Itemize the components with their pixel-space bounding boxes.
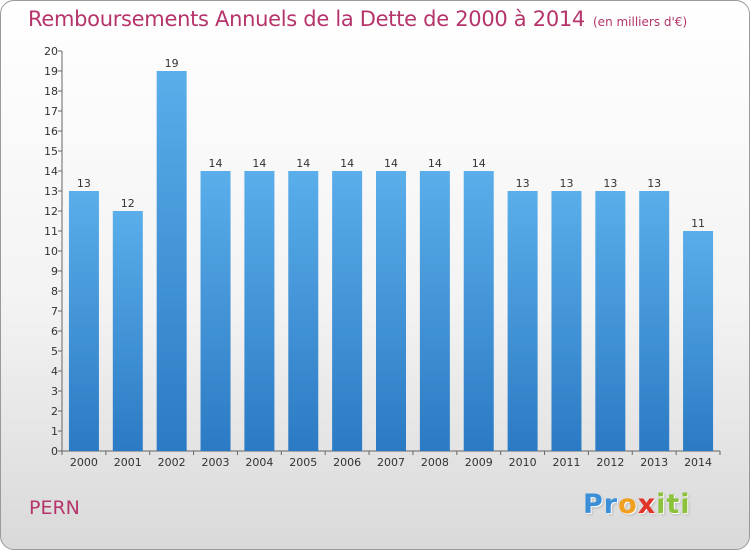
bar-2014 bbox=[683, 231, 714, 451]
y-tick-label-11: 11 bbox=[44, 225, 58, 238]
logo-letter-4: i bbox=[656, 489, 667, 520]
value-label-2002: 19 bbox=[165, 57, 179, 70]
bar-2013 bbox=[639, 191, 670, 451]
y-tick-label-19: 19 bbox=[44, 65, 58, 78]
commune-name: PERN bbox=[29, 497, 80, 519]
y-tick-label-18: 18 bbox=[44, 85, 58, 98]
x-tick-label-2013: 2013 bbox=[640, 456, 668, 469]
chart-title: Remboursements Annuels de la Dette de 20… bbox=[28, 7, 687, 31]
bars-group bbox=[68, 71, 714, 451]
y-tick-label-5: 5 bbox=[51, 345, 58, 358]
y-tick-label-7: 7 bbox=[51, 305, 58, 318]
y-tick-label-14: 14 bbox=[44, 165, 58, 178]
value-label-2011: 13 bbox=[559, 177, 573, 190]
value-label-2005: 14 bbox=[296, 157, 310, 170]
logo-letter-6: i bbox=[680, 489, 691, 520]
value-label-2001: 12 bbox=[121, 197, 135, 210]
x-tick-label-2007: 2007 bbox=[377, 456, 405, 469]
bar-2001 bbox=[112, 211, 143, 451]
bar-2012 bbox=[595, 191, 626, 451]
x-tick-label-2002: 2002 bbox=[158, 456, 186, 469]
chart-title-text: Remboursements Annuels de la Dette de 20… bbox=[28, 7, 585, 31]
x-tick-label-2005: 2005 bbox=[289, 456, 317, 469]
x-tick-label-2010: 2010 bbox=[509, 456, 537, 469]
value-label-2010: 13 bbox=[516, 177, 530, 190]
x-tick-label-2000: 2000 bbox=[70, 456, 98, 469]
chart-subtitle: (en milliers d'€) bbox=[593, 15, 688, 29]
value-label-2004: 14 bbox=[252, 157, 266, 170]
value-label-2009: 14 bbox=[472, 157, 486, 170]
value-label-2006: 14 bbox=[340, 157, 354, 170]
value-label-2014: 11 bbox=[691, 217, 705, 230]
logo-letter-5: t bbox=[666, 489, 681, 520]
bar-2003 bbox=[200, 171, 231, 451]
value-label-2008: 14 bbox=[428, 157, 442, 170]
y-tick-label-20: 20 bbox=[44, 45, 58, 58]
y-tick-label-2: 2 bbox=[51, 405, 58, 418]
bar-2010 bbox=[507, 191, 538, 451]
bar-2005 bbox=[288, 171, 319, 451]
y-tick-label-12: 12 bbox=[44, 205, 58, 218]
logo-letter-2: o bbox=[618, 489, 638, 520]
value-labels-group: 13 12 19 14 14 14 14 14 14 14 13 13 13 13 11 bbox=[77, 57, 705, 230]
y-tick-label-3: 3 bbox=[51, 385, 58, 398]
value-label-2003: 14 bbox=[209, 157, 223, 170]
x-tick-label-2006: 2006 bbox=[333, 456, 361, 469]
bar-2004 bbox=[244, 171, 275, 451]
proxiti-logo[interactable]: Proxiti bbox=[583, 489, 691, 520]
y-tick-label-6: 6 bbox=[51, 325, 58, 338]
x-tick-label-2014: 2014 bbox=[684, 456, 712, 469]
y-tick-label-10: 10 bbox=[44, 245, 58, 258]
x-tick-label-2012: 2012 bbox=[596, 456, 624, 469]
bar-2006 bbox=[332, 171, 363, 451]
x-axis: 2000 2001 2002 2003 2004 2005 2006 2007 2008 2009… bbox=[61, 450, 721, 469]
logo-letter-1: r bbox=[603, 489, 619, 520]
bar-2000 bbox=[68, 191, 99, 451]
x-tick-label-2003: 2003 bbox=[202, 456, 230, 469]
bar-2008 bbox=[419, 171, 450, 451]
y-tick-label-15: 15 bbox=[44, 145, 58, 158]
x-tick-label-2009: 2009 bbox=[465, 456, 493, 469]
logo-letter-0: P bbox=[583, 489, 604, 520]
bar-2009 bbox=[463, 171, 494, 451]
y-tick-label-17: 17 bbox=[44, 105, 58, 118]
y-tick-label-4: 4 bbox=[51, 365, 58, 378]
x-tick-label-2011: 2011 bbox=[552, 456, 580, 469]
y-tick-label-8: 8 bbox=[51, 285, 58, 298]
value-label-2000: 13 bbox=[77, 177, 91, 190]
x-tick-label-2004: 2004 bbox=[245, 456, 273, 469]
y-tick-label-9: 9 bbox=[51, 265, 58, 278]
value-label-2013: 13 bbox=[647, 177, 661, 190]
bar-2007 bbox=[376, 171, 406, 451]
bar-2002 bbox=[156, 71, 187, 451]
x-tick-label-2001: 2001 bbox=[114, 456, 142, 469]
bar-2011 bbox=[551, 191, 582, 451]
y-tick-label-0: 0 bbox=[51, 445, 58, 458]
logo-letter-3: x bbox=[637, 489, 657, 520]
x-tick-label-2008: 2008 bbox=[421, 456, 449, 469]
y-tick-label-1: 1 bbox=[51, 425, 58, 438]
value-label-2007: 14 bbox=[384, 157, 398, 170]
value-label-2012: 13 bbox=[603, 177, 617, 190]
y-tick-label-16: 16 bbox=[44, 125, 58, 138]
y-tick-label-13: 13 bbox=[44, 185, 58, 198]
